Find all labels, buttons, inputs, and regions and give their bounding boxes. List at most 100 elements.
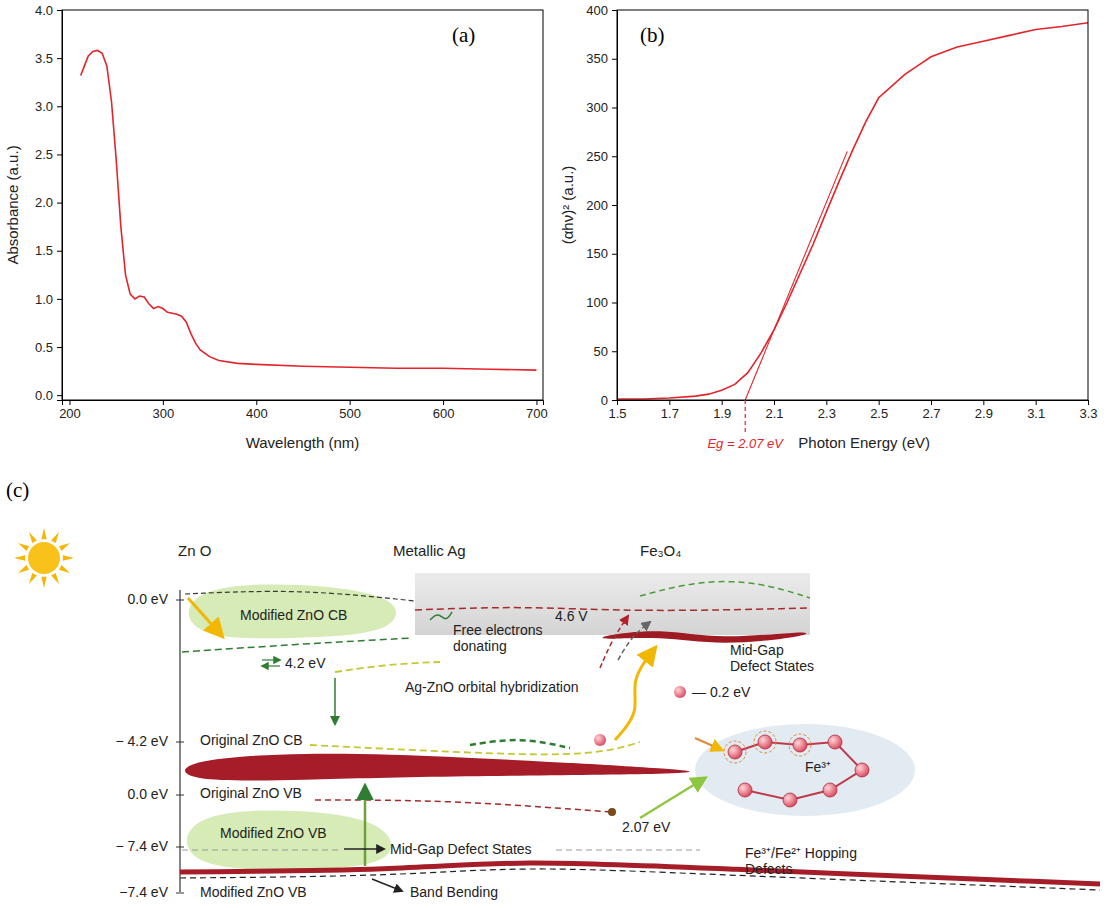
fermi-dashed xyxy=(415,608,810,611)
x-tick xyxy=(443,400,444,405)
x-tick-label: 2.5 xyxy=(870,406,888,421)
x-tick-label: 300 xyxy=(153,406,175,421)
injection-arrow xyxy=(695,738,722,750)
fe-ion xyxy=(783,793,797,807)
light-arrow xyxy=(188,598,222,636)
y-tick-group: 0.5 xyxy=(35,340,62,355)
y-axis: 050100150200250300350400 xyxy=(586,3,617,408)
diagram-label: Original ZnO CB xyxy=(200,732,303,748)
x-tick-group: 1.7 xyxy=(661,400,679,421)
y-tick xyxy=(57,154,62,155)
plot-frame xyxy=(62,10,543,400)
sun-ray xyxy=(29,573,37,584)
x-tick-label: 1.5 xyxy=(608,406,626,421)
y-tick xyxy=(612,205,617,206)
y-tick-label: 0.5 xyxy=(35,340,53,355)
electron xyxy=(674,686,686,698)
x-tick-label: 1.7 xyxy=(661,406,679,421)
diagram-label-line: Mid-Gap Defect States xyxy=(390,841,532,857)
diagram-label: Modified ZnO VB xyxy=(200,884,307,900)
fe-ion xyxy=(758,735,772,749)
energy-label: 0.0 eV xyxy=(128,786,169,802)
y-tick xyxy=(612,303,617,304)
x-tick xyxy=(256,400,257,405)
modified-vb-region xyxy=(187,810,391,869)
y-tick-group: 0.0 xyxy=(35,388,62,403)
transfer-dashed xyxy=(600,616,628,668)
y-tick-group: 2.5 xyxy=(35,147,62,162)
y-tick xyxy=(612,254,617,255)
sun-ray xyxy=(29,532,37,543)
x-tick-label: 700 xyxy=(526,406,548,421)
up-arrow xyxy=(364,786,367,866)
y-tick-label: 400 xyxy=(586,3,608,18)
x-tick-group: 2.5 xyxy=(870,400,888,421)
x-tick-label: 200 xyxy=(59,406,81,421)
x-tick-label: 2.7 xyxy=(922,406,940,421)
y-tick-label: 3.5 xyxy=(35,51,53,66)
x-tick-group: 2.7 xyxy=(922,400,940,421)
x-tick-label: 1.9 xyxy=(713,406,731,421)
x-axis-title: Wavelength (nm) xyxy=(246,434,360,451)
plot-frame xyxy=(617,10,1088,400)
y-axis-line xyxy=(612,11,618,401)
energy-tick xyxy=(176,742,184,743)
y-tick xyxy=(57,58,62,59)
excitation-arrow xyxy=(615,648,655,740)
x-tick xyxy=(826,400,827,405)
x-tick-group: 2.1 xyxy=(765,400,783,421)
energy-tick xyxy=(176,795,184,796)
x-tick-label: 2.9 xyxy=(975,406,993,421)
x-tick-group: 2.3 xyxy=(818,400,836,421)
fe-ion-halo xyxy=(789,734,811,756)
energy-tick xyxy=(176,893,184,894)
chart-panel: 2003004005006007000.00.51.01.52.02.53.03… xyxy=(4,3,548,451)
diagram-label-line: Band Bending xyxy=(410,884,498,900)
x-tick xyxy=(983,400,984,405)
diagram-label-line: Mid-Gap xyxy=(730,642,784,658)
arc-dashed xyxy=(470,740,570,748)
x-tick xyxy=(879,400,880,405)
chart-panel: 1.51.71.92.12.32.52.72.93.13.30501001502… xyxy=(559,3,1098,451)
midgap-line xyxy=(182,850,340,851)
data-line xyxy=(745,151,847,400)
y-tick-group: 250 xyxy=(586,149,617,164)
sun-ray xyxy=(41,528,46,539)
diagram-label: Modified ZnO VB xyxy=(220,825,327,841)
x-tick xyxy=(774,400,775,405)
gap-arrow xyxy=(640,778,705,818)
panel-label: (b) xyxy=(640,23,665,47)
y-tick xyxy=(612,10,617,11)
panel-label: (c) xyxy=(6,478,29,502)
diagram-label: 2.07 eV xyxy=(622,819,671,835)
annotation-line xyxy=(745,400,746,432)
figure: 2003004005006007000.00.51.01.52.02.53.03… xyxy=(0,0,1107,908)
diagram-label-line: Defects xyxy=(745,861,792,877)
energy-label: − 4.2 eV xyxy=(115,733,168,749)
x-tick-group: 600 xyxy=(433,400,455,421)
y-tick-group: 200 xyxy=(586,198,617,213)
column-header: Fe₃O₄ xyxy=(640,542,681,559)
y-tick-label: 50 xyxy=(594,344,608,359)
plot-area xyxy=(81,50,537,370)
diagram-label-line: Fe³⁺ xyxy=(805,759,831,775)
label-arrow xyxy=(372,879,402,891)
x-axis-line xyxy=(618,401,1089,406)
y-tick xyxy=(57,395,62,396)
x-tick xyxy=(163,400,164,405)
y-axis-title: (αhν)² (a.u.) xyxy=(559,166,576,245)
y-tick xyxy=(612,351,617,352)
y-tick-label: 0.0 xyxy=(35,388,53,403)
x-tick-label: 2.3 xyxy=(818,406,836,421)
x-tick xyxy=(722,400,723,405)
diagram-label: Fe³⁺ xyxy=(805,759,831,775)
original-cb-dashed xyxy=(182,638,412,652)
x-tick xyxy=(536,400,537,405)
fe-ion xyxy=(855,763,869,777)
diagram-label: 4.2 eV xyxy=(285,655,326,671)
cb-dashed xyxy=(185,591,415,601)
diagram-label: Mid-Gap Defect States xyxy=(390,841,532,857)
y-tick-group: 100 xyxy=(586,295,617,310)
diagram-label: Ag-ZnO orbital hybridization xyxy=(405,679,579,695)
y-tick-label: 2.0 xyxy=(35,195,53,210)
